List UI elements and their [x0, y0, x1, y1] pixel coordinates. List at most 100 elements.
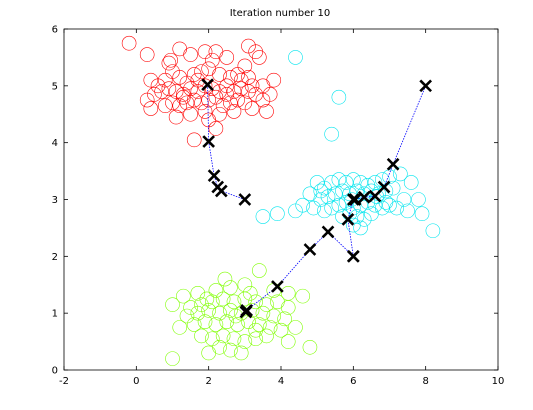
y-tick-label: 5 [52, 81, 58, 92]
data-point-cluster-3 [255, 305, 271, 321]
data-point-cluster-3 [288, 320, 303, 335]
data-point-cluster-1 [179, 95, 195, 111]
data-point-cluster-3 [251, 317, 267, 332]
data-point-cluster-2 [313, 183, 329, 199]
x-tick-label: -2 [59, 376, 69, 387]
centroid-marker-stroke [341, 213, 355, 226]
data-point-cluster-2 [317, 203, 332, 219]
data-point-cluster-1 [190, 84, 206, 99]
centroid-marker-stroke [201, 78, 214, 92]
data-point-cluster-2 [403, 175, 419, 190]
data-point-cluster-1 [147, 87, 162, 102]
data-point-cluster-2 [324, 200, 339, 216]
data-point-cluster-1 [197, 78, 213, 94]
data-point-cluster-3 [176, 288, 191, 304]
data-point-cluster-1 [226, 104, 242, 119]
centroid-marker-stroke [346, 249, 360, 263]
centroid-marker-stroke [348, 193, 362, 206]
data-point-cluster-3 [295, 288, 311, 304]
centroid-marker [377, 180, 391, 194]
data-point-cluster-3 [186, 317, 202, 332]
data-point-cluster-3 [237, 291, 253, 307]
data-point-cluster-1 [266, 72, 282, 88]
data-point-cluster-1 [143, 101, 159, 116]
data-point-cluster-1 [241, 38, 256, 54]
data-point-cluster-1 [121, 35, 137, 51]
data-point-cluster-1 [186, 92, 202, 108]
data-point-cluster-3 [251, 263, 267, 278]
data-point-cluster-1 [197, 104, 213, 119]
data-point-cluster-2 [335, 183, 350, 199]
centroid-marker-stroke [202, 135, 216, 148]
data-point-cluster-3 [226, 294, 242, 310]
data-point-cluster-2 [364, 206, 379, 222]
centroid-marker [357, 190, 371, 204]
data-point-cluster-3 [248, 331, 263, 347]
centroid-path-3 [355, 85, 427, 200]
data-point-cluster-1 [183, 106, 198, 122]
data-point-cluster-3 [190, 285, 206, 301]
centroid-marker-stroke [238, 193, 252, 206]
data-point-cluster-3 [259, 297, 274, 312]
y-tick-label: 3 [52, 195, 58, 206]
data-point-cluster-3 [273, 322, 289, 338]
data-point-cluster-1 [244, 78, 260, 94]
y-tick-label: 0 [52, 366, 58, 377]
centroid-marker [321, 225, 335, 239]
data-point-cluster-3 [179, 308, 195, 324]
centroid-marker [303, 243, 317, 256]
centroid-marker [239, 305, 253, 319]
data-point-cluster-1 [226, 84, 242, 99]
centroid-marker [368, 189, 382, 203]
data-point-cluster-1 [150, 78, 166, 94]
data-point-cluster-2 [346, 217, 361, 233]
data-point-cluster-1 [161, 55, 177, 71]
data-point-cluster-1 [143, 72, 159, 88]
x-tick-label: 6 [350, 376, 356, 387]
data-point-cluster-3 [172, 320, 188, 335]
centroid-marker [207, 169, 221, 182]
data-point-cluster-3 [262, 320, 278, 335]
data-point-cluster-3 [204, 331, 220, 347]
data-point-cluster-1 [212, 84, 227, 99]
data-point-cluster-2 [353, 175, 368, 190]
data-point-cluster-1 [168, 109, 184, 125]
data-point-cluster-3 [223, 280, 238, 295]
data-point-cluster-2 [320, 189, 336, 204]
data-point-cluster-3 [194, 297, 209, 312]
data-point-cluster-1 [165, 64, 180, 79]
data-point-cluster-3 [165, 297, 180, 312]
data-point-cluster-3 [223, 303, 238, 318]
data-point-cluster-1 [157, 72, 173, 88]
centroid-marker [238, 193, 252, 206]
data-point-cluster-1 [248, 87, 263, 102]
data-point-cluster-3 [201, 345, 216, 361]
centroid-marker-stroke [271, 280, 284, 293]
data-point-cluster-3 [208, 283, 224, 298]
data-point-cluster-3 [215, 328, 231, 344]
centroid-marker [386, 157, 400, 171]
centroid-marker-stroke [303, 243, 317, 256]
centroid-path-1 [207, 84, 245, 200]
data-point-cluster-3 [223, 342, 238, 358]
centroid-marker-stroke [386, 157, 400, 171]
data-point-cluster-2 [382, 197, 397, 213]
data-point-cluster-2 [411, 192, 426, 207]
data-point-cluster-1 [255, 92, 271, 108]
y-tick-label: 4 [52, 138, 58, 149]
data-point-cluster-1 [237, 95, 253, 111]
data-point-cluster-1 [179, 75, 195, 91]
data-point-cluster-1 [230, 67, 245, 82]
x-tick-label: 4 [278, 376, 284, 387]
centroid-marker [419, 79, 433, 93]
data-point-cluster-2 [400, 203, 415, 219]
data-point-cluster-2 [342, 186, 358, 202]
data-point-cluster-1 [230, 92, 245, 108]
data-point-cluster-2 [255, 209, 271, 224]
data-point-cluster-2 [327, 186, 343, 202]
data-point-cluster-2 [313, 192, 329, 207]
data-point-cluster-1 [251, 50, 267, 65]
